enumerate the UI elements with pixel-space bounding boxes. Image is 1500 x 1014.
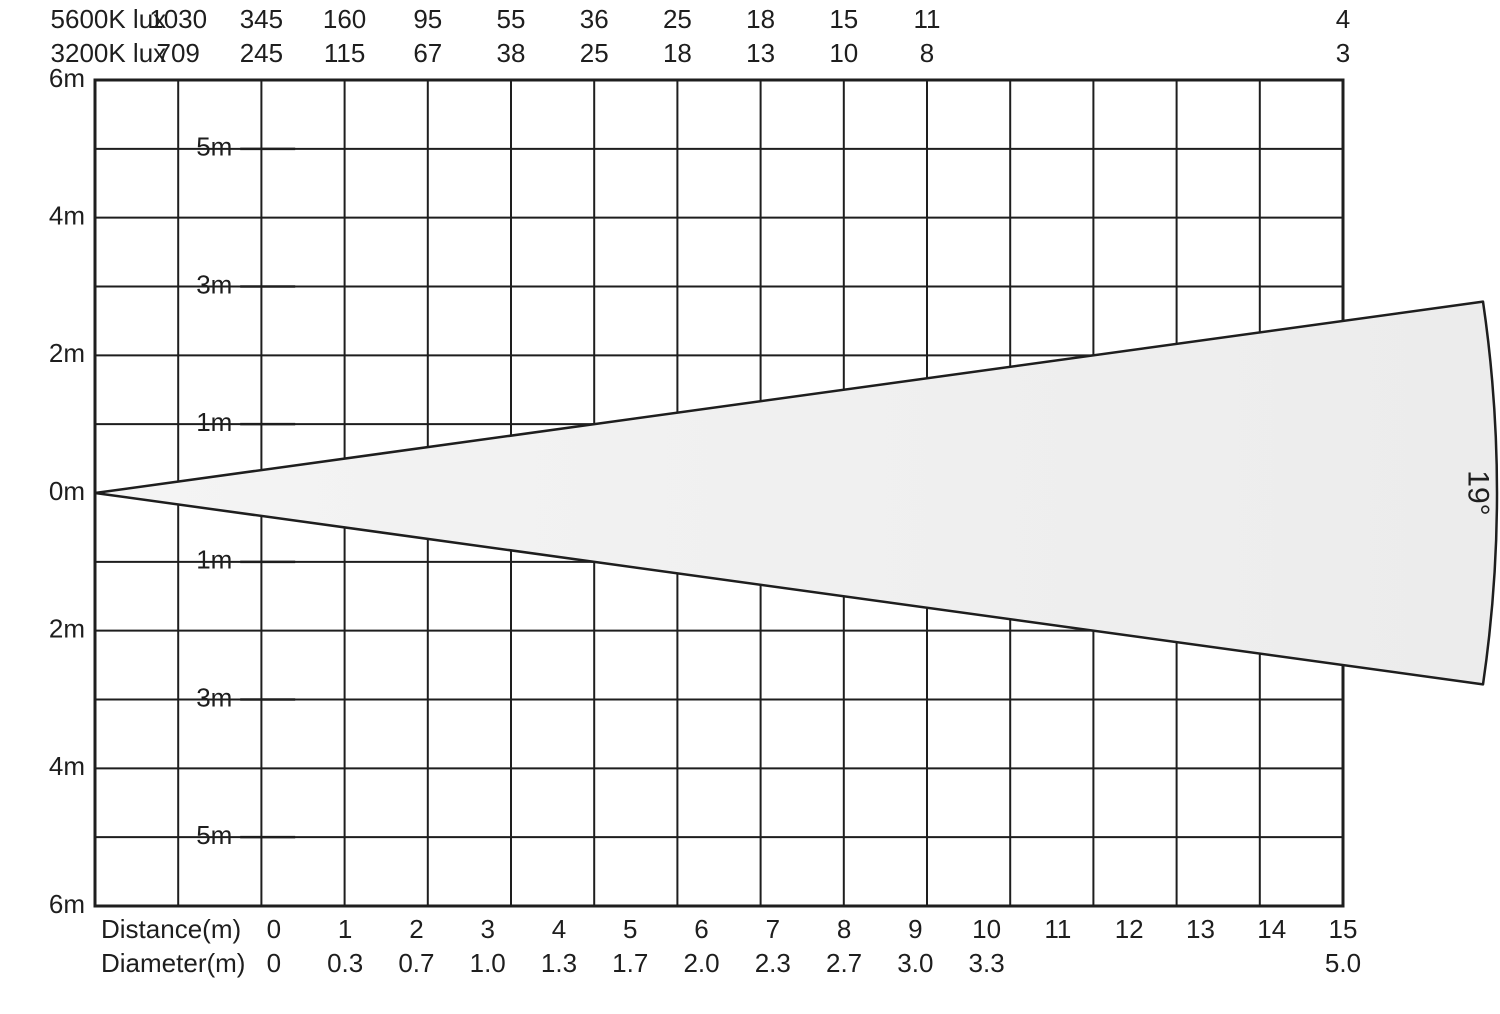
beam-cone-chart: 19°6m4m2m0m2m4m6m5m3m1m1m3m5m5600K lux10… [0, 0, 1500, 1014]
top-row-label: 3200K lux [51, 38, 167, 68]
bottom-row-label: Diameter(m) [101, 948, 245, 978]
distance-value: 15 [1329, 914, 1358, 944]
distance-value: 6 [694, 914, 708, 944]
lux-value: 25 [663, 4, 692, 34]
lux-value: 115 [324, 38, 365, 68]
distance-value: 3 [480, 914, 494, 944]
diameter-value: 2.7 [826, 948, 862, 978]
y-inner-tick-label: 1m [196, 407, 232, 437]
diameter-value: 0.3 [327, 948, 363, 978]
lux-value: 10 [829, 38, 858, 68]
diameter-value: 1.7 [612, 948, 648, 978]
distance-value: 10 [972, 914, 1001, 944]
lux-value: 15 [829, 4, 858, 34]
diameter-value: 1.3 [541, 948, 577, 978]
lux-value: 36 [580, 4, 609, 34]
distance-value: 13 [1186, 914, 1215, 944]
diameter-value: 0 [267, 948, 281, 978]
distance-value: 2 [409, 914, 423, 944]
y-outer-tick-label: 2m [49, 614, 85, 644]
distance-value: 0 [267, 914, 281, 944]
diameter-value: 2.0 [683, 948, 719, 978]
lux-value: 8 [920, 38, 934, 68]
y-outer-tick-label: 4m [49, 751, 85, 781]
diameter-value: 3.0 [897, 948, 933, 978]
lux-value: 160 [323, 4, 366, 34]
distance-value: 1 [338, 914, 352, 944]
y-outer-tick-label: 4m [49, 201, 85, 231]
y-inner-tick-label: 3m [196, 269, 232, 299]
distance-value: 5 [623, 914, 637, 944]
lux-value: 67 [413, 38, 442, 68]
distance-value: 8 [837, 914, 851, 944]
lux-value: 18 [746, 4, 775, 34]
distance-value: 11 [1044, 914, 1071, 944]
distance-value: 4 [552, 914, 566, 944]
lux-value: 38 [497, 38, 526, 68]
diameter-value: 0.7 [398, 948, 434, 978]
lux-value: 3 [1336, 38, 1350, 68]
distance-value: 9 [908, 914, 922, 944]
diameter-value: 2.3 [755, 948, 791, 978]
y-inner-tick-label: 1m [196, 545, 232, 575]
y-inner-tick-label: 5m [196, 132, 232, 162]
lux-value: 345 [240, 4, 283, 34]
lux-value: 95 [413, 4, 442, 34]
lux-value: 245 [240, 38, 283, 68]
y-outer-tick-label: 0m [49, 476, 85, 506]
diameter-value: 1.0 [470, 948, 506, 978]
distance-value: 7 [766, 914, 780, 944]
lux-value: 55 [497, 4, 526, 34]
y-outer-tick-label: 6m [49, 889, 85, 919]
lux-value: 4 [1336, 4, 1350, 34]
distance-value: 12 [1115, 914, 1144, 944]
lux-value: 709 [157, 38, 200, 68]
diameter-value: 5.0 [1325, 948, 1361, 978]
y-outer-tick-label: 2m [49, 338, 85, 368]
lux-value: 1030 [149, 4, 207, 34]
y-inner-tick-label: 5m [196, 820, 232, 850]
lux-value: 25 [580, 38, 609, 68]
lux-value: 11 [914, 4, 941, 34]
bottom-row-label: Distance(m) [101, 914, 241, 944]
cone-angle-label: 19° [1461, 470, 1494, 515]
distance-value: 14 [1257, 914, 1286, 944]
diameter-value: 3.3 [969, 948, 1005, 978]
lux-value: 18 [663, 38, 692, 68]
y-inner-tick-label: 3m [196, 682, 232, 712]
lux-value: 13 [746, 38, 775, 68]
